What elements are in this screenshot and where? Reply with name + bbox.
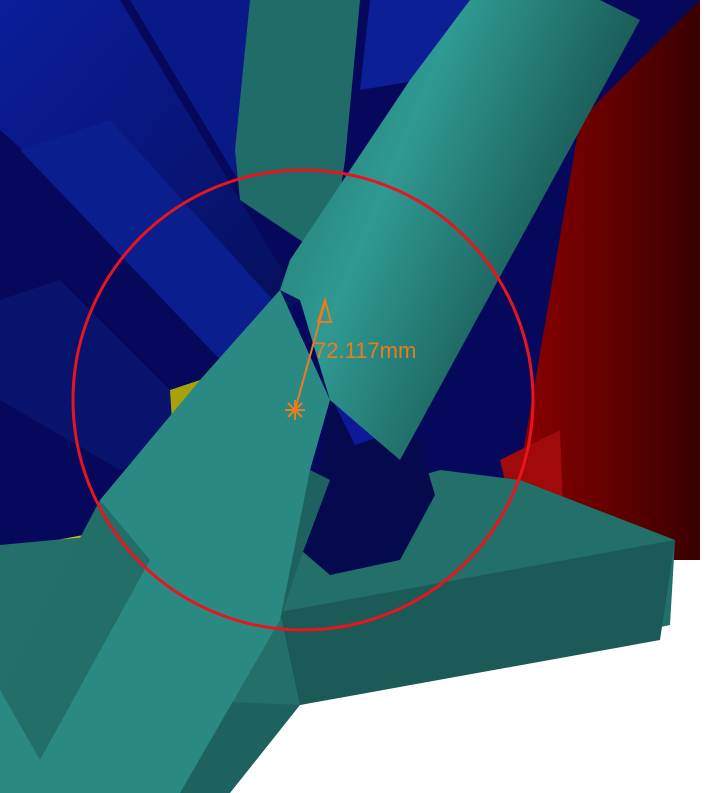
diameter-measurement[interactable]: 72.117mm — [71, 168, 535, 632]
center-star-icon — [285, 400, 305, 420]
measurement-circle — [71, 168, 535, 632]
dimension-label: 72.117mm — [314, 338, 416, 363]
teal-upright[interactable] — [235, 0, 360, 260]
dimension-arrowhead-icon — [316, 296, 333, 323]
dimension-arrow-line — [294, 301, 326, 411]
